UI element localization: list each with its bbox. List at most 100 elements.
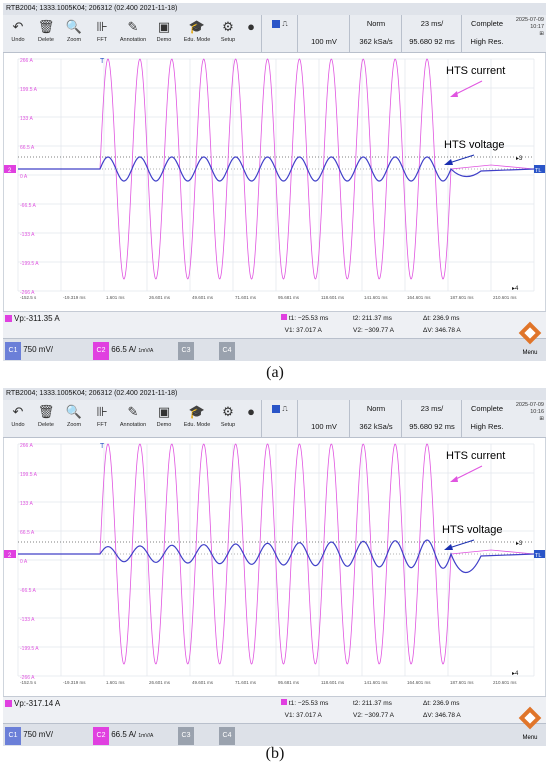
channel-c4[interactable]: C4 (219, 341, 235, 360)
hts-current-trace (18, 443, 535, 665)
fft-button[interactable]: ⊪ FFT (89, 402, 115, 436)
channel-c3[interactable]: C3 (178, 726, 194, 745)
channel-bar: C1 750 mV/ C2 66.5 A/ 1mV/A C3 C4 (3, 723, 546, 746)
y-tick-label: 199.5 A (20, 87, 38, 93)
channel-c2[interactable]: C2 66.5 A/ 1mV/A (93, 726, 153, 745)
y-tick-label: -199.5 A (20, 261, 39, 267)
cursor-delta: Δt: 236.9 ms ΔV: 346.78 A (423, 700, 461, 719)
setup-button[interactable]: ⚙ Setup (215, 17, 241, 51)
tl-marker (534, 550, 545, 558)
y-tick-label: -66.5 A (20, 588, 37, 594)
acq-mode-box[interactable]: Norm 362 kSa/s (349, 15, 402, 52)
cursor-t1: t1: −25.53 ms V1: 37.017 A (281, 313, 328, 337)
y-tick-label: 199.5 A (20, 472, 38, 478)
voltage-arrow (448, 154, 475, 164)
undo-button[interactable]: ↶ Undo (5, 402, 31, 436)
undo-icon: ↶ (12, 19, 24, 34)
tl-marker (534, 165, 545, 173)
c2-swatch-small (281, 699, 287, 705)
x-tick-label: 210.601 ms (493, 680, 517, 685)
power-indicator[interactable]: ● (243, 17, 259, 51)
trigger-level-box[interactable]: 100 mV (297, 15, 350, 52)
scope-panel-b: RTB2004; 1333.1005K04; 206312 (02.400 20… (3, 388, 546, 746)
x-tick-label: 49.601 ms (192, 295, 214, 300)
menu-button[interactable]: Menu (518, 321, 542, 357)
x-tick-label: 164.601 ms (407, 295, 431, 300)
y-tick-label: -266 A (20, 290, 35, 296)
delete-button[interactable]: 🗑 Delete (33, 402, 59, 436)
measurement-bar: Vp:-311.35 A t1: −25.53 ms V1: 37.017 A … (3, 311, 546, 338)
channel-c1[interactable]: C1 750 mV/ (5, 341, 53, 360)
channel-c4[interactable]: C4 (219, 726, 235, 745)
datetime: 2025-07-09 10:16 ⊞ (515, 402, 544, 422)
x-tick-label: 71.601 ms (235, 680, 257, 685)
cursor-delta: Δt: 236.9 ms ΔV: 346.78 A (423, 315, 461, 334)
magnifier-icon: 🔍 (65, 404, 83, 419)
zoom-button[interactable]: 🔍 Zoom (61, 402, 87, 436)
demo-icon: ▣ (157, 19, 171, 34)
x-tick-label: 187.601 ms (450, 680, 474, 685)
power-indicator[interactable]: ● (243, 402, 259, 436)
annotation-button[interactable]: ✎ Annotation (117, 17, 149, 51)
fft-button[interactable]: ⊪ FFT (89, 17, 115, 51)
trigger-source[interactable]: ⎍ (261, 400, 298, 437)
channel-c2[interactable]: C2 66.5 A/ 1mV/A (93, 341, 153, 360)
waveform-display[interactable]: 266 A 199.5 A 133 A 66.5 A 0 A -66.5 A -133 A -… (3, 53, 546, 311)
delete-button[interactable]: 🗑 Delete (33, 17, 59, 51)
network-icon: ⊞ (539, 31, 544, 37)
caption-b: (b) (265, 745, 285, 762)
tl-marker-label: TL (535, 553, 541, 559)
waveform-svg: 266 A 199.5 A 133 A 66.5 A 0 A -66.5 A -133 A -… (4, 58, 545, 300)
x-tick-label: -152.5 s (20, 680, 37, 685)
ch3-marker: ▸3 (516, 541, 523, 547)
menu-button[interactable]: Menu (518, 706, 542, 742)
fft-icon: ⊪ (96, 404, 108, 419)
hts-current-label: HTS current (446, 450, 506, 462)
current-arrow (453, 80, 483, 96)
demo-button[interactable]: ▣ Demo (151, 17, 177, 51)
edu-mode-button[interactable]: 🎓 Edu. Mode (181, 402, 213, 436)
trigger-level-box[interactable]: 100 mV (297, 400, 350, 437)
demo-icon: ▣ (157, 404, 171, 419)
annotation-button[interactable]: ✎ Annotation (117, 402, 149, 436)
hts-voltage-label: HTS voltage (444, 139, 505, 151)
y-tick-label: 0 A (20, 559, 28, 565)
undo-button[interactable]: ↶ Undo (5, 17, 31, 51)
demo-button[interactable]: ▣ Demo (151, 402, 177, 436)
edu-mode-button[interactable]: 🎓 Edu. Mode (181, 17, 213, 51)
ch2-marker (4, 165, 16, 173)
x-tick-label: 26.601 ms (149, 680, 171, 685)
channel-c3[interactable]: C3 (178, 341, 194, 360)
peak-measurement[interactable]: Vp:-311.35 A (5, 314, 60, 323)
acq-state-box[interactable]: Complete High Res. (461, 15, 512, 52)
circle-icon: ● (247, 19, 255, 34)
x-tick-label: 210.601 ms (493, 295, 517, 300)
y-tick-label: 0 A (20, 174, 28, 180)
current-arrowhead (450, 91, 458, 97)
y-tick-label: -133 A (20, 232, 35, 238)
cursor-t2: t2: 211.37 ms V2: −309.77 A (353, 700, 395, 719)
zoom-button[interactable]: 🔍 Zoom (61, 17, 87, 51)
window-title: RTB2004; 1333.1005K04; 206312 (02.400 20… (3, 3, 546, 15)
timebase-box[interactable]: 23 ms/95.680 92 ms (401, 400, 462, 437)
peak-measurement[interactable]: Vp:-317.14 A (5, 699, 60, 708)
acq-state-box[interactable]: Complete High Res. (461, 400, 512, 437)
y-tick-label: 133 A (20, 501, 33, 507)
waveform-display[interactable]: 266 A 199.5 A 133 A 66.5 A 0 A -66.5 A -133 A -… (3, 438, 546, 696)
hts-voltage-label: HTS voltage (442, 524, 503, 536)
voltage-arrow (448, 539, 475, 549)
pen-icon: ✎ (127, 404, 139, 419)
setup-button[interactable]: ⚙ Setup (215, 402, 241, 436)
timebase-box[interactable]: 23 ms/95.680 92 ms (401, 15, 462, 52)
x-tick-label: 95.681 ms (278, 680, 300, 685)
y-tick-label: -266 A (20, 675, 35, 681)
c2-swatch-small (281, 314, 287, 320)
ch4-marker: ▸4 (512, 286, 519, 292)
x-tick-label: -19.319 ms (63, 680, 86, 685)
network-icon: ⊞ (539, 416, 544, 422)
current-arrow (453, 465, 483, 481)
trigger-source[interactable]: ⎍ (261, 15, 298, 52)
graduation-cap-icon: 🎓 (188, 19, 206, 34)
acq-mode-box[interactable]: Norm 362 kSa/s (349, 400, 402, 437)
channel-c1[interactable]: C1 750 mV/ (5, 726, 53, 745)
